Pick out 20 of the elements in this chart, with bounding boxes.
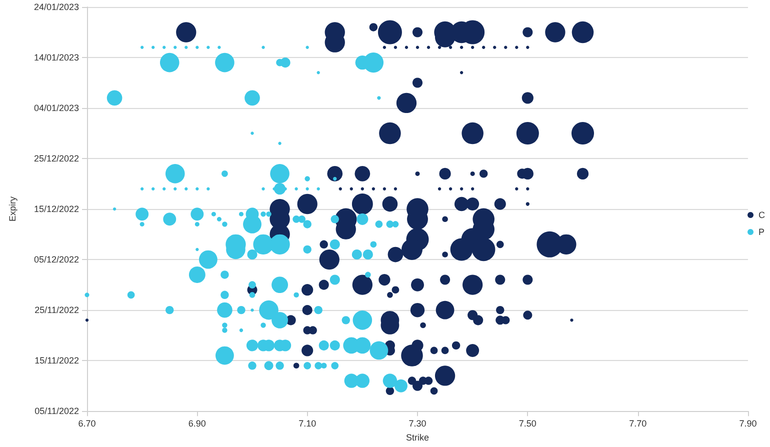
x-tick-label: 7.70 — [629, 418, 647, 429]
x-axis-title: Strike — [406, 432, 430, 442]
x-tick-label: 6.90 — [188, 418, 206, 429]
y-tick-label: 15/11/2022 — [34, 356, 79, 366]
y-tick-label: 15/12/2022 — [34, 204, 79, 214]
x-tick-label: 7.50 — [518, 418, 536, 429]
x-tick-label: 6.70 — [78, 418, 96, 429]
x-tick-label: 7.30 — [408, 418, 426, 429]
y-tick-label: 14/01/2023 — [34, 52, 79, 63]
y-tick-label: 05/12/2022 — [34, 254, 79, 265]
y-tick-label: 05/11/2022 — [34, 406, 79, 416]
y-axis-title: Expiry — [8, 196, 18, 222]
legend-label: P — [758, 227, 765, 237]
y-tick-label: 25/11/2022 — [34, 305, 79, 316]
y-tick-label: 24/01/2023 — [34, 2, 79, 12]
y-tick-label: 25/12/2022 — [34, 154, 79, 164]
legend-label: C — [758, 210, 766, 220]
x-tick-label: 7.90 — [739, 418, 757, 429]
x-tick-label: 7.10 — [298, 418, 316, 429]
y-tick-label: 04/01/2023 — [34, 103, 79, 114]
